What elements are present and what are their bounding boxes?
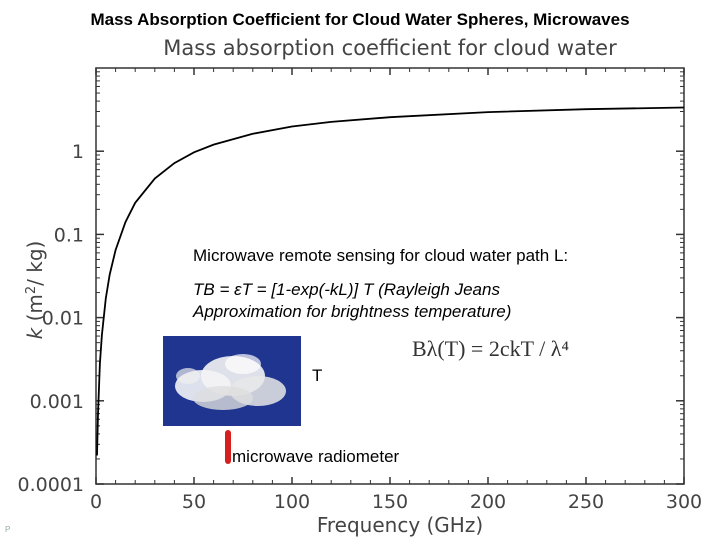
y-tick-label: 0.01 — [42, 308, 84, 330]
x-axis-label: Frequency (GHz) — [317, 513, 483, 537]
planck-formula: Bλ(T) = 2ckT / λ⁴ — [412, 336, 570, 361]
equation-line-1: TB = εT = [1-exp(-kL)] T (Rayleigh Jeans — [193, 280, 500, 299]
x-tick-label: 100 — [274, 491, 310, 513]
y-tick-label: 0.001 — [30, 391, 84, 413]
x-ticks: 0 50 100 150 200 250 300 — [90, 68, 702, 513]
radiometer-label: microwave radiometer — [232, 447, 400, 466]
y-tick-label: 1 — [72, 141, 84, 163]
x-tick-label: 50 — [182, 491, 206, 513]
footer-mark: P — [5, 525, 11, 534]
y-axis-label: k (m2/ kg) — [23, 241, 47, 340]
x-tick-label: 250 — [568, 491, 604, 513]
y-tick-label: 0.0001 — [18, 474, 84, 496]
radiometer-icon — [225, 430, 231, 464]
temperature-label: T — [312, 366, 323, 385]
x-tick-label: 150 — [372, 491, 408, 513]
x-tick-label: 200 — [470, 491, 506, 513]
series-group — [96, 106, 685, 456]
y-ticks: 0.0001 0.001 0.01 0.1 1 — [18, 71, 684, 496]
cloud-icon — [175, 354, 286, 410]
x-tick-label: 300 — [666, 491, 702, 513]
cloud-photo — [163, 336, 301, 426]
figure-title: Mass absorption coefficient for cloud wa… — [163, 36, 617, 60]
y-tick-label: 0.1 — [54, 224, 84, 246]
slide-title: Mass Absorption Coefficient for Cloud Wa… — [90, 10, 630, 29]
note-heading: Microwave remote sensing for cloud water… — [193, 246, 569, 265]
series-line-cloud-water — [96, 106, 685, 456]
x-tick-label: 0 — [90, 491, 102, 513]
annotation-box: Microwave remote sensing for cloud water… — [193, 245, 663, 323]
equation-line-2: Approximation for brightness temperature… — [193, 302, 512, 321]
